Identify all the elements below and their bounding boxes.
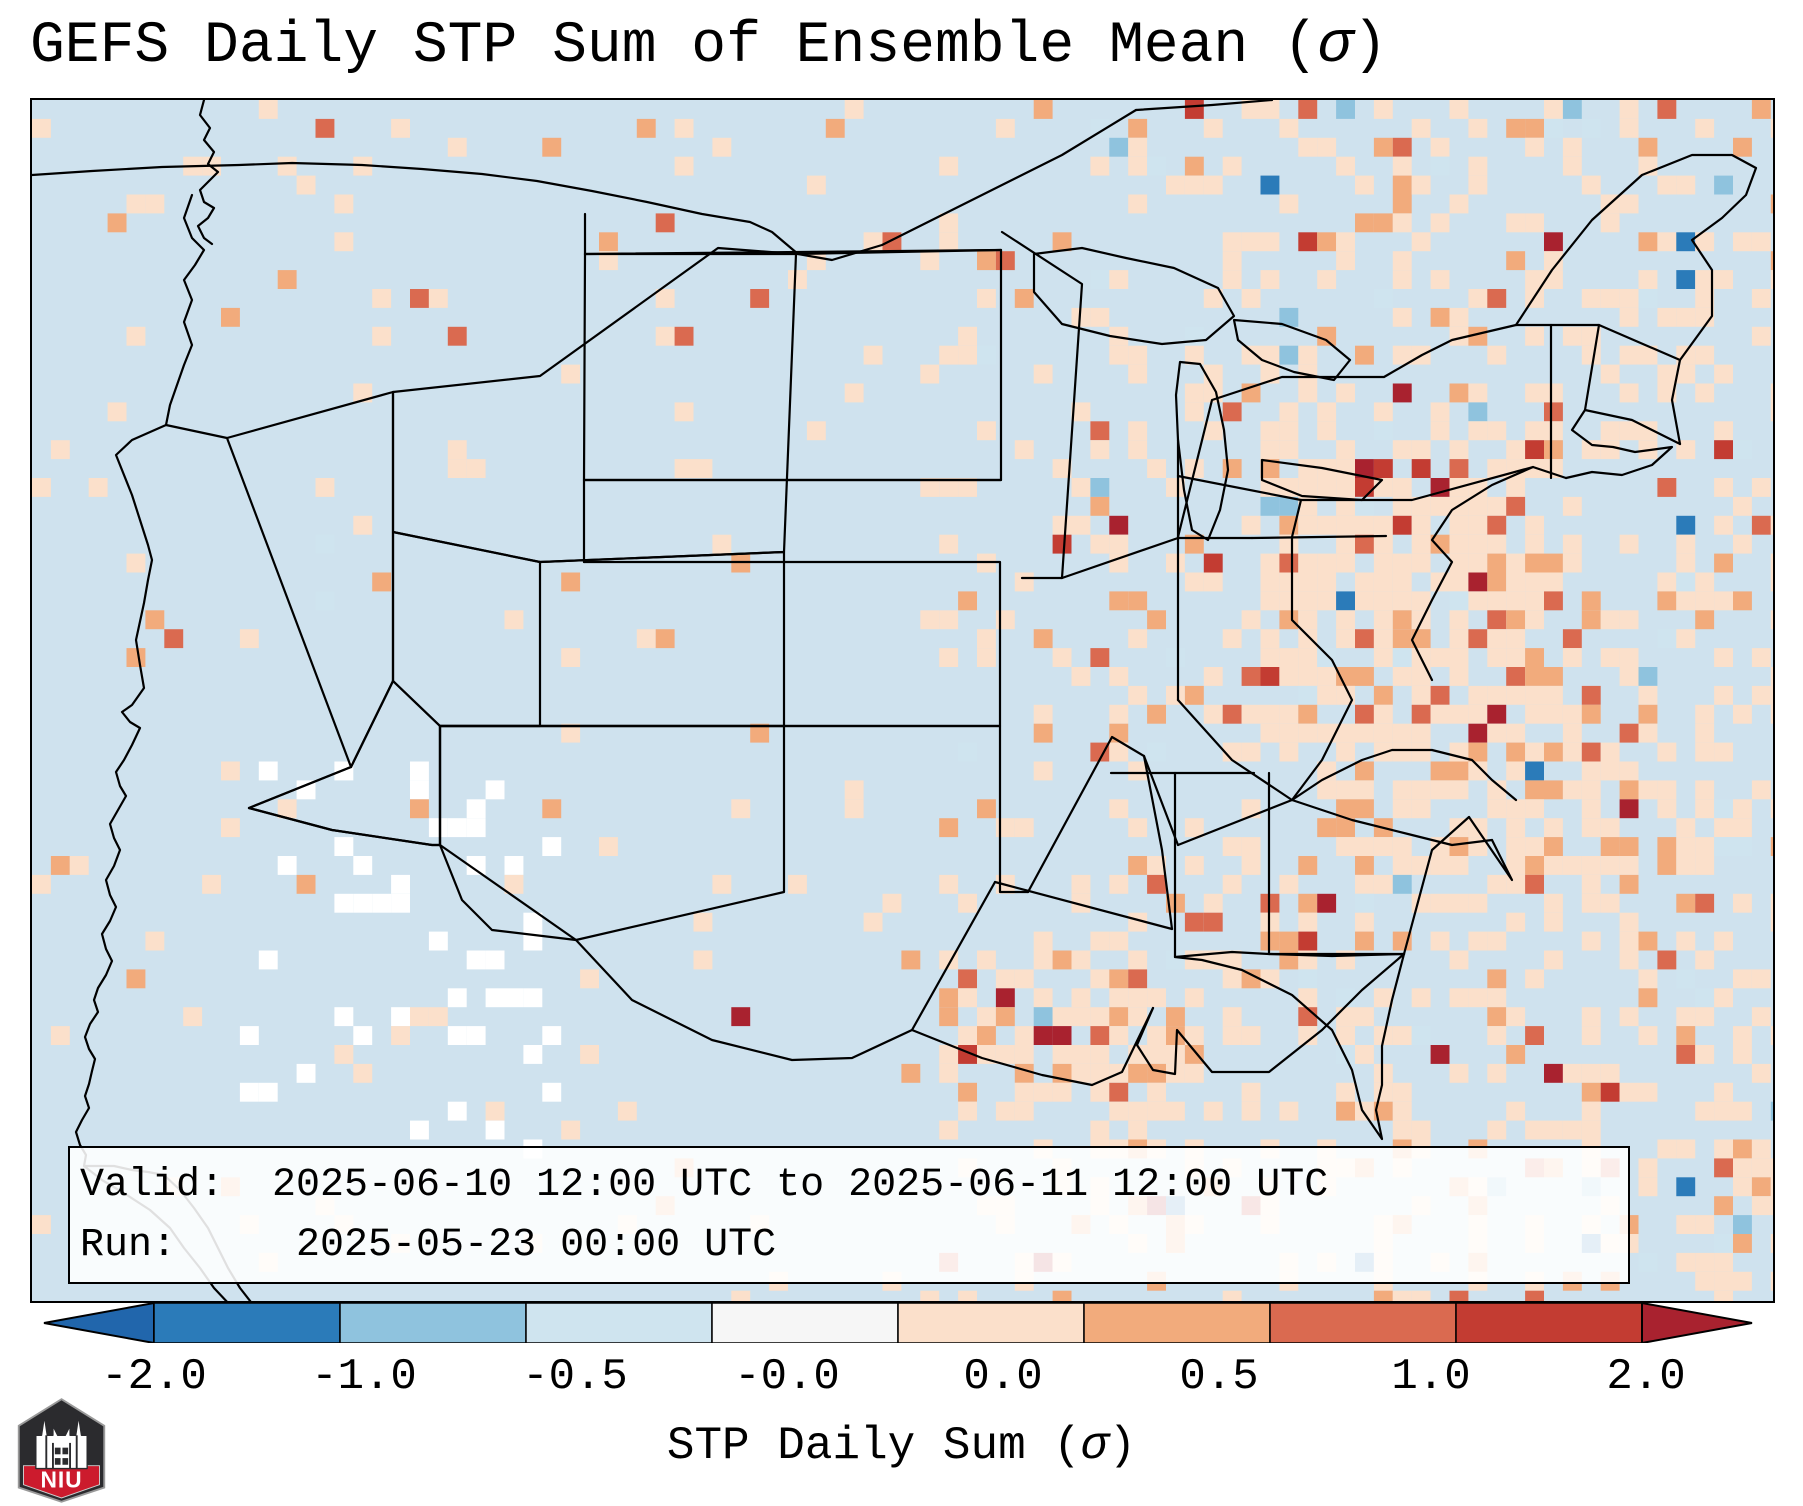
svg-text:NIU: NIU [40, 1467, 82, 1493]
